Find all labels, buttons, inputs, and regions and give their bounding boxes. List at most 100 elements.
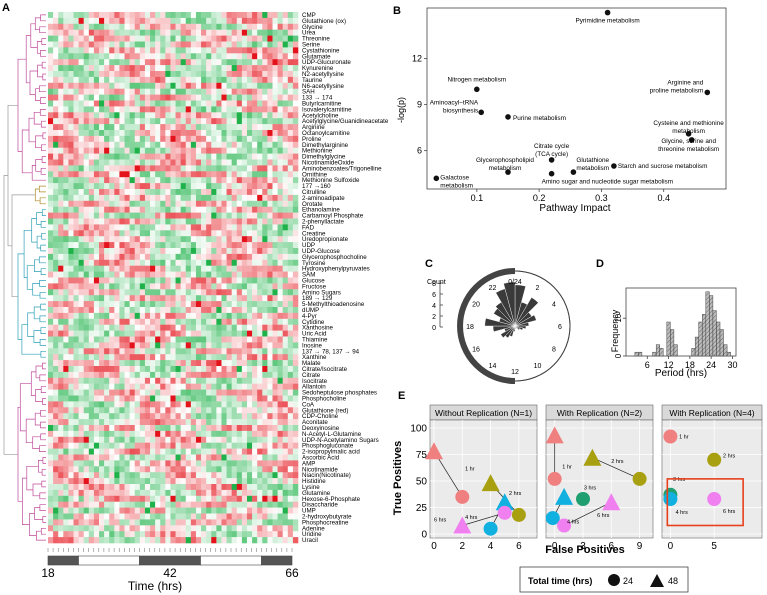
heatmap-cell <box>48 466 54 473</box>
heatmap-cell <box>58 501 64 508</box>
heatmap-cell <box>216 360 222 367</box>
heatmap-cell <box>272 53 278 60</box>
heatmap-cell <box>211 430 217 438</box>
heatmap-cell <box>170 478 176 485</box>
heatmap-cell <box>216 265 222 272</box>
heatmap-cell <box>236 29 243 36</box>
heatmap-cell <box>221 147 227 154</box>
heatmap-cell <box>216 330 222 337</box>
heatmap-cell <box>53 35 59 42</box>
heatmap-cell <box>68 460 74 467</box>
heatmap-cell <box>165 236 171 243</box>
heatmap-cell <box>99 342 105 349</box>
heatmap-cell <box>190 366 197 373</box>
heatmap-cell <box>201 82 207 89</box>
metabolite-label: Aminobenzoates/Trigonelline <box>302 165 382 172</box>
heatmap-cell <box>155 436 161 443</box>
heatmap-cell <box>185 171 192 178</box>
heatmap-cell <box>180 531 187 538</box>
heatmap-cell <box>68 212 74 219</box>
heatmap-cell <box>185 413 192 420</box>
heatmap-cell <box>287 489 294 497</box>
heatmap-cell <box>139 413 146 420</box>
heatmap-cell <box>170 41 176 48</box>
heatmap-cell <box>262 41 268 48</box>
heatmap-cell <box>175 76 181 84</box>
heatmap-cell <box>129 454 136 461</box>
heatmap-cell <box>150 100 156 107</box>
heatmap-cell <box>99 94 105 101</box>
heatmap-cell <box>190 135 197 143</box>
heatmap-cell <box>155 283 161 290</box>
heatmap-cell <box>282 94 289 101</box>
heatmap-cell <box>185 472 192 479</box>
heatmap-cell <box>262 189 268 196</box>
heatmap-cell <box>287 354 294 361</box>
circle-point <box>576 492 590 506</box>
heatmap-cell <box>73 130 79 137</box>
heatmap-cell <box>93 360 100 367</box>
heatmap-cell <box>211 336 217 343</box>
heatmap-cell <box>262 413 268 420</box>
metabolite-label: Niacin(Nicotinate) <box>302 472 351 479</box>
heatmap-cell <box>272 436 278 443</box>
heatmap-cell <box>53 165 59 172</box>
heatmap-cell <box>83 112 90 119</box>
heatmap-cell <box>211 35 217 42</box>
heatmap-cell <box>165 507 171 514</box>
heatmap-cell <box>124 265 130 272</box>
heatmap-cell <box>155 65 161 72</box>
heatmap-cell <box>139 76 146 84</box>
heatmap-cell <box>231 253 238 261</box>
heatmap-cell <box>236 189 243 196</box>
heatmap-cell <box>58 253 64 261</box>
heatmap-cell <box>104 507 110 514</box>
heatmap-cell <box>257 35 263 42</box>
heatmap-cell <box>216 507 222 514</box>
heatmap-cell <box>226 71 232 78</box>
heatmap-cell <box>160 442 166 449</box>
heatmap-cell <box>206 124 212 131</box>
heatmap-cell <box>170 289 176 296</box>
heatmap-cell <box>114 389 120 396</box>
heatmap-cell <box>73 71 79 78</box>
heatmap-cell <box>58 513 64 520</box>
heatmap-cell <box>241 118 248 125</box>
heatmap-cell <box>231 295 238 302</box>
heatmap-cell <box>292 153 299 160</box>
heatmap-cell <box>63 401 69 408</box>
heatmap-cell <box>257 200 263 207</box>
heatmap-cell <box>160 53 166 60</box>
heatmap-cell <box>226 35 232 42</box>
heatmap-cell <box>272 507 278 514</box>
heatmap-cell <box>201 430 207 438</box>
heatmap-cell <box>180 253 187 261</box>
heatmap-cell <box>139 118 146 125</box>
heatmap-cell <box>63 35 69 42</box>
heatmap-cell <box>83 88 90 95</box>
heatmap-cell <box>216 183 222 190</box>
heatmap-cell <box>109 307 115 314</box>
heatmap-cell <box>88 253 95 261</box>
heatmap-cell <box>160 271 166 278</box>
heatmap-cell <box>236 436 243 443</box>
heatmap-cell <box>88 141 95 148</box>
heatmap-cell <box>246 230 253 237</box>
heatmap-cell <box>180 218 187 225</box>
heatmap-cell <box>104 301 110 308</box>
heatmap-cell <box>48 29 54 36</box>
heatmap-cell <box>58 230 64 237</box>
heatmap-cell <box>78 537 85 544</box>
dendrogram-branch <box>38 185 46 193</box>
heatmap-cell <box>246 301 253 308</box>
heatmap-cell <box>73 253 79 261</box>
heatmap-cell <box>252 100 258 107</box>
heatmap-cell <box>160 301 166 308</box>
heatmap-cell <box>246 360 253 367</box>
heatmap-cell <box>53 100 59 107</box>
heatmap-cell <box>83 47 90 54</box>
heatmap-cell <box>221 501 227 508</box>
heatmap-cell <box>93 53 100 60</box>
heatmap-cell <box>180 489 187 497</box>
